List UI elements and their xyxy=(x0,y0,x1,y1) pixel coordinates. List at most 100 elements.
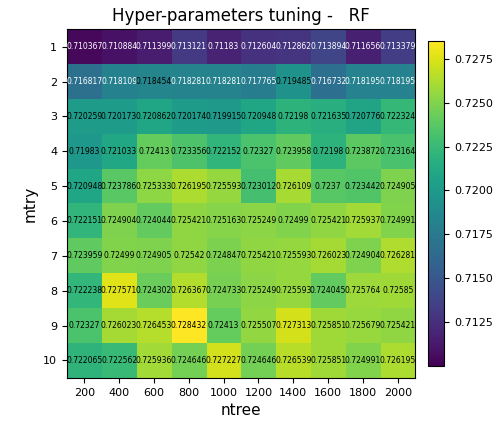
Text: 0.725593: 0.725593 xyxy=(275,286,312,295)
Text: 0.727571: 0.727571 xyxy=(101,286,137,295)
Text: 0.72499: 0.72499 xyxy=(104,251,135,260)
Text: 0.725593: 0.725593 xyxy=(206,181,242,190)
Text: 0.716817: 0.716817 xyxy=(66,77,102,86)
Text: 0.723872: 0.723872 xyxy=(345,147,381,156)
Text: 0.725764: 0.725764 xyxy=(345,286,381,295)
Text: 0.725249: 0.725249 xyxy=(240,216,276,225)
Text: 0.710884: 0.710884 xyxy=(101,42,137,51)
Text: 0.723442: 0.723442 xyxy=(345,181,381,190)
Text: 0.726195: 0.726195 xyxy=(170,181,207,190)
Text: 0.726023: 0.726023 xyxy=(310,251,346,260)
Text: 0.718281: 0.718281 xyxy=(171,77,206,86)
Text: 0.713894: 0.713894 xyxy=(310,42,346,51)
Text: 0.724991: 0.724991 xyxy=(345,356,381,365)
Text: 0.726023: 0.726023 xyxy=(101,321,137,330)
Y-axis label: mtry: mtry xyxy=(22,185,38,222)
Text: 0.722324: 0.722324 xyxy=(380,112,416,121)
Text: 0.722152: 0.722152 xyxy=(206,147,242,156)
Text: 0.718195: 0.718195 xyxy=(345,77,381,86)
Text: 0.72499: 0.72499 xyxy=(278,216,309,225)
Text: 0.718281: 0.718281 xyxy=(206,77,242,86)
Text: 0.725421: 0.725421 xyxy=(380,321,416,330)
Text: 0.720948: 0.720948 xyxy=(66,181,102,190)
Text: 0.726453: 0.726453 xyxy=(136,321,172,330)
Text: 0.72542: 0.72542 xyxy=(173,251,204,260)
Text: 0.722562: 0.722562 xyxy=(101,356,137,365)
Text: 0.718109: 0.718109 xyxy=(101,77,137,86)
X-axis label: ntree: ntree xyxy=(220,403,262,418)
Text: 0.723356: 0.723356 xyxy=(170,147,207,156)
Text: 0.724905: 0.724905 xyxy=(380,181,416,190)
Text: 0.724045: 0.724045 xyxy=(310,286,346,295)
Text: 0.720776: 0.720776 xyxy=(345,112,381,121)
Text: 0.72327: 0.72327 xyxy=(68,321,100,330)
Text: 0.725679: 0.725679 xyxy=(345,321,381,330)
Text: 0.711399: 0.711399 xyxy=(136,42,172,51)
Text: 0.712604: 0.712604 xyxy=(240,42,276,51)
Text: 0.723786: 0.723786 xyxy=(101,181,137,190)
Text: 0.720259: 0.720259 xyxy=(66,112,102,121)
Text: 0.720862: 0.720862 xyxy=(136,112,172,121)
Text: 0.728432: 0.728432 xyxy=(170,321,207,330)
Text: 0.718454: 0.718454 xyxy=(136,77,172,86)
Text: 0.727227: 0.727227 xyxy=(206,356,242,365)
Text: 0.723958: 0.723958 xyxy=(275,147,312,156)
Text: 0.718195: 0.718195 xyxy=(380,77,416,86)
Text: 0.724991: 0.724991 xyxy=(380,216,416,225)
Text: 0.717765: 0.717765 xyxy=(240,77,276,86)
Title: Hyper-parameters tuning -   RF: Hyper-parameters tuning - RF xyxy=(112,7,370,25)
Text: 0.72198: 0.72198 xyxy=(278,112,309,121)
Text: 0.719485: 0.719485 xyxy=(275,77,312,86)
Text: 0.720173: 0.720173 xyxy=(101,112,137,121)
Text: 0.72585: 0.72585 xyxy=(382,286,414,295)
Text: 0.72413: 0.72413 xyxy=(208,321,240,330)
Text: 0.727313: 0.727313 xyxy=(275,321,312,330)
Text: 0.725333: 0.725333 xyxy=(136,181,172,190)
Text: 0.723959: 0.723959 xyxy=(66,251,102,260)
Text: 0.713379: 0.713379 xyxy=(380,42,416,51)
Text: 0.726195: 0.726195 xyxy=(380,356,416,365)
Text: 0.711656: 0.711656 xyxy=(345,42,381,51)
Text: 0.724044: 0.724044 xyxy=(136,216,172,225)
Text: 0.724646: 0.724646 xyxy=(240,356,276,365)
Text: 0.725851: 0.725851 xyxy=(310,356,346,365)
Text: 0.726281: 0.726281 xyxy=(380,251,416,260)
Text: 0.725421: 0.725421 xyxy=(240,251,276,260)
Text: 0.722065: 0.722065 xyxy=(66,356,102,365)
Text: 0.725851: 0.725851 xyxy=(310,321,346,330)
Text: 0.722238: 0.722238 xyxy=(66,286,102,295)
Text: 0.723164: 0.723164 xyxy=(380,147,416,156)
Text: 0.725421: 0.725421 xyxy=(170,216,207,225)
Text: 0.724905: 0.724905 xyxy=(136,251,172,260)
Text: 0.710367: 0.710367 xyxy=(66,42,102,51)
Text: 0.725249: 0.725249 xyxy=(240,286,276,295)
Text: 0.725163: 0.725163 xyxy=(206,216,242,225)
Text: 0.724733: 0.724733 xyxy=(206,286,242,295)
Text: 0.71183: 0.71183 xyxy=(208,42,239,51)
Text: 0.719915: 0.719915 xyxy=(206,112,242,121)
Text: 0.725936: 0.725936 xyxy=(136,356,172,365)
Text: 0.720948: 0.720948 xyxy=(240,112,276,121)
Text: 0.722151: 0.722151 xyxy=(66,216,102,225)
Text: 0.71983: 0.71983 xyxy=(68,147,100,156)
Text: 0.721635: 0.721635 xyxy=(310,112,346,121)
Text: 0.72198: 0.72198 xyxy=(312,147,344,156)
Text: 0.725937: 0.725937 xyxy=(345,216,381,225)
Text: 0.716732: 0.716732 xyxy=(310,77,346,86)
Text: 0.7237: 0.7237 xyxy=(315,181,342,190)
Text: 0.712862: 0.712862 xyxy=(276,42,312,51)
Text: 0.720174: 0.720174 xyxy=(170,112,207,121)
Text: 0.725593: 0.725593 xyxy=(275,251,312,260)
Text: 0.726539: 0.726539 xyxy=(275,356,312,365)
Text: 0.725507: 0.725507 xyxy=(240,321,276,330)
Text: 0.726367: 0.726367 xyxy=(170,286,207,295)
Text: 0.723012: 0.723012 xyxy=(240,181,276,190)
Text: 0.724904: 0.724904 xyxy=(101,216,138,225)
Text: 0.72413: 0.72413 xyxy=(138,147,170,156)
Text: 0.724904: 0.724904 xyxy=(345,251,381,260)
Text: 0.721033: 0.721033 xyxy=(101,147,137,156)
Text: 0.724847: 0.724847 xyxy=(206,251,242,260)
Text: 0.726109: 0.726109 xyxy=(275,181,312,190)
Text: 0.713121: 0.713121 xyxy=(171,42,207,51)
Text: 0.725421: 0.725421 xyxy=(310,216,346,225)
